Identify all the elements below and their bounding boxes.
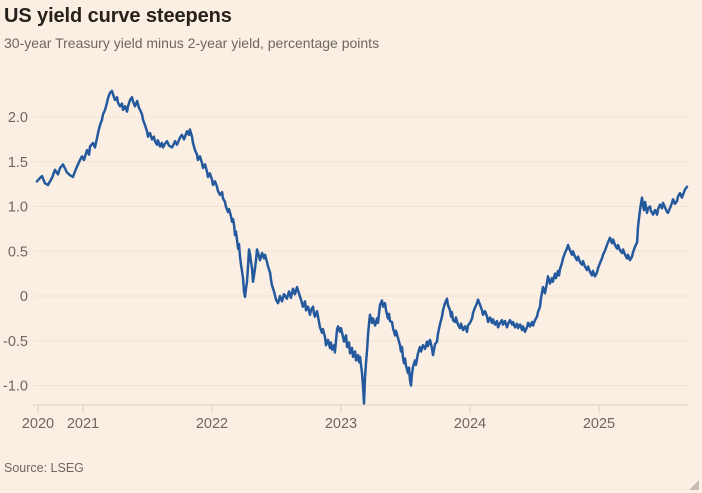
resize-handle-icon[interactable] bbox=[689, 480, 699, 490]
chart-subtitle: 30-year Treasury yield minus 2-year yiel… bbox=[4, 35, 380, 51]
y-axis-tick-label: 0 bbox=[20, 289, 28, 305]
y-axis-tick-label: 1.5 bbox=[8, 155, 28, 171]
x-axis-tick-label: 2023 bbox=[325, 416, 357, 432]
y-axis-tick-label: 2.0 bbox=[8, 110, 28, 126]
x-axis-tick-label: 2021 bbox=[67, 416, 99, 432]
y-axis-tick-label: -0.5 bbox=[3, 334, 28, 350]
x-axis-tick-label: 2025 bbox=[583, 416, 615, 432]
source-note: Source: LSEG bbox=[4, 461, 84, 475]
spread-line-series bbox=[35, 89, 689, 405]
x-axis-tick-label: 2022 bbox=[196, 416, 228, 432]
y-axis-tick-label: 0.5 bbox=[8, 244, 28, 260]
y-axis-tick-label: -1.0 bbox=[3, 379, 28, 395]
x-axis-tick-label: 2020 bbox=[22, 416, 54, 432]
chart-title: US yield curve steepens bbox=[4, 5, 232, 27]
x-axis-tick-label: 2024 bbox=[454, 416, 486, 432]
y-axis-tick-label: 1.0 bbox=[8, 200, 28, 216]
